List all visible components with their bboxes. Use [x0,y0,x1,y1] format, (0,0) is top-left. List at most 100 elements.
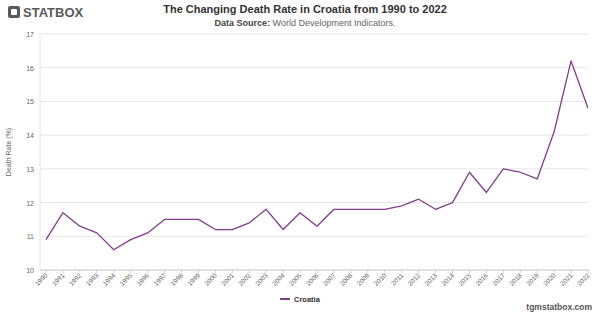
plot-area [46,61,588,250]
title: The Changing Death Rate in Croatia from … [163,3,447,15]
x-tick-label: 2019 [525,271,540,286]
x-tick-label: 2011 [390,271,405,286]
x-tick [350,270,351,273]
x-tick-label: 2016 [474,271,489,286]
y-tick-label: 17 [26,31,34,38]
grid-line [40,34,588,35]
x-tick-label: 2021 [559,271,574,286]
x-tick [96,270,97,273]
y-tick-label: 13 [26,166,34,173]
legend: Croatia [280,295,321,304]
x-tick [232,270,233,273]
y-tick-label: 15 [26,98,34,105]
logo-icon-inner [11,9,17,15]
x-tick-label: 1992 [67,271,82,286]
x-tick [198,270,199,273]
subtitle-part: World Development Indicators. [270,18,395,28]
x-tick-label: 2022 [576,271,591,286]
x-tick-label: 1995 [118,271,133,286]
x-tick [300,270,301,273]
chart-container: STATBOX The Changing Death Rate in Croati… [0,0,600,314]
x-tick-label: 2014 [440,271,455,286]
y-tick-label: 10 [26,267,34,274]
footer-site: tgmstatbox.com [526,302,592,312]
logo-text: STATBOX [23,5,84,20]
x-tick-label: 1990 [34,271,49,286]
x-tick-label: 2008 [338,271,353,286]
y-tick-label: 14 [26,132,34,139]
x-tick [181,270,182,273]
x-tick-label: 2015 [457,271,472,286]
x-tick [554,270,555,273]
subtitle-part: Data Source: [215,18,271,28]
x-tick [215,270,216,273]
x-tick [62,270,63,273]
x-tick-label: 1997 [152,271,167,286]
x-tick-label: 2004 [271,271,286,286]
x-tick [164,270,165,273]
y-axis-label: Death Rate (%) [5,128,13,176]
x-tick [435,270,436,273]
x-tick-label: 1999 [186,271,201,286]
chart-svg: STATBOX The Changing Death Rate in Croati… [0,0,600,314]
x-tick [588,270,589,273]
x-tick [418,270,419,273]
x-tick-label: 1994 [101,271,116,286]
x-tick [46,270,47,273]
x-tick [113,270,114,273]
series-line [46,61,588,250]
x-tick [147,270,148,273]
x-tick-label: 1998 [169,271,184,286]
x-tick-label: 2010 [372,271,387,286]
grid-line [40,135,588,136]
grid-line [40,67,588,68]
y-tick-label: 16 [26,65,34,72]
x-tick [79,270,80,273]
x-axis-line [40,270,588,271]
x-tick-label: 2000 [203,271,218,286]
x-tick [333,270,334,273]
x-tick [401,270,402,273]
grid-line [40,202,588,203]
subtitle: Data Source: World Development Indicator… [215,18,396,28]
x-tick [367,270,368,273]
x-tick-label: 2009 [355,271,370,286]
x-axis: 1990199119921993199419951996199719981999… [34,270,591,287]
x-tick [571,270,572,273]
x-tick-label: 2002 [237,271,252,286]
x-tick [452,270,453,273]
x-tick-label: 1991 [50,271,65,286]
grid-line [40,270,588,271]
x-tick-label: 2001 [220,271,235,286]
x-tick-label: 2012 [406,271,421,286]
x-tick-label: 2018 [508,271,523,286]
x-tick-label: 2013 [423,271,438,286]
logo: STATBOX [8,5,84,20]
x-tick [469,270,470,273]
grid-line [40,236,588,237]
x-tick [317,270,318,273]
x-tick-label: 2020 [542,271,557,286]
x-tick [486,270,487,273]
x-tick [520,270,521,273]
legend-swatch [280,298,290,300]
x-tick-label: 1996 [135,271,150,286]
x-tick [503,270,504,273]
y-tick-label: 11 [27,233,34,240]
x-tick [266,270,267,273]
grid-line [40,101,588,102]
x-tick [537,270,538,273]
legend-label: Croatia [294,295,321,304]
logo-icon [8,6,20,18]
x-tick-label: 2017 [491,271,506,286]
x-tick [130,270,131,273]
y-axis: 10 11 12 13 14 15 16 17 [26,31,588,274]
x-tick-label: 2003 [254,271,269,286]
x-tick [249,270,250,273]
y-axis-line [40,34,41,270]
x-tick-label: 2005 [288,271,303,286]
y-tick-label: 12 [26,200,34,207]
x-tick [283,270,284,273]
x-tick-label: 2006 [305,271,320,286]
x-tick [384,270,385,273]
